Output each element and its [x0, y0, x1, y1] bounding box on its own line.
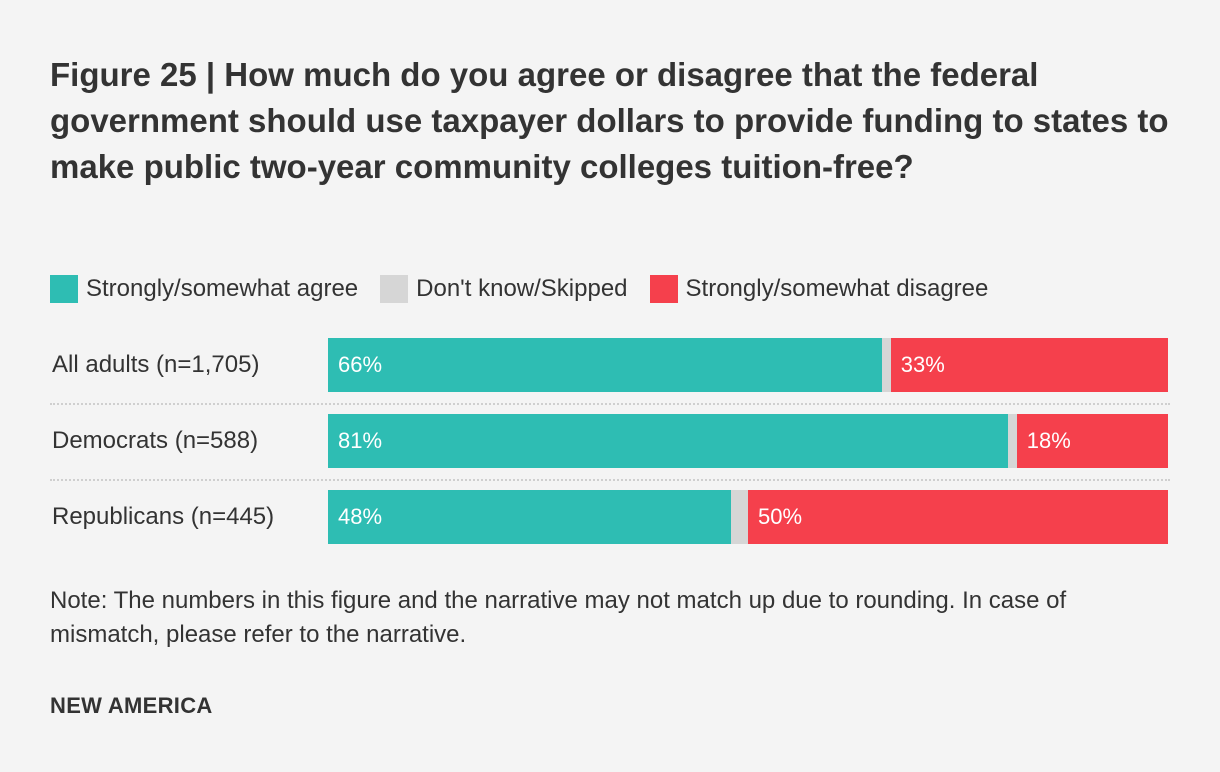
bar-segment-agree — [328, 338, 883, 392]
bar-track: 81% 18% — [328, 414, 1168, 468]
legend: Strongly/somewhat agree Don't know/Skipp… — [50, 275, 1010, 303]
chart-title: Figure 25 | How much do you agree or dis… — [50, 56, 1169, 185]
chart-note: Note: The numbers in this figure and the… — [50, 587, 1067, 648]
legend-label-agree: Strongly/somewhat agree — [86, 275, 359, 302]
category-label: Democrats (n=588) — [52, 427, 259, 454]
bar-track: 66% 33% — [328, 338, 1168, 392]
data-label-agree: 48% — [338, 504, 383, 529]
bar-segment-dont-know — [731, 490, 748, 544]
row-separator — [50, 403, 1170, 405]
legend-swatch-disagree — [649, 275, 678, 303]
stacked-bar-chart: All adults (n=1,705) 66% 33% Democrats (n=5… — [50, 320, 1170, 560]
bar-row: Democrats (n=588) 81% 18% — [50, 414, 1170, 490]
bar-row: All adults (n=1,705) 66% 33% — [50, 338, 1170, 414]
data-label-disagree: 18% — [1026, 428, 1071, 453]
legend-label-dont-know: Don't know/Skipped — [416, 275, 628, 302]
data-label-agree: 81% — [338, 428, 383, 453]
row-separator — [50, 479, 1170, 481]
legend-swatch-dont-know — [380, 275, 409, 303]
legend-item-disagree: Strongly/somewhat disagree — [649, 275, 989, 303]
data-label-agree: 66% — [338, 352, 383, 377]
legend-item-dont-know: Don't know/Skipped — [380, 275, 628, 303]
category-label: Republicans (n=445) — [52, 503, 275, 530]
data-label-disagree: 33% — [900, 352, 945, 377]
legend-label-disagree: Strongly/somewhat disagree — [685, 275, 989, 302]
legend-swatch-agree — [50, 275, 78, 303]
category-label: All adults (n=1,705) — [52, 351, 260, 378]
bar-segment-dont-know — [1008, 414, 1017, 468]
data-label-disagree: 50% — [758, 504, 803, 529]
bar-segment-disagree — [748, 490, 1168, 544]
legend-item-agree: Strongly/somewhat agree — [50, 275, 358, 303]
bar-segment-dont-know — [882, 338, 891, 392]
bar-segment-agree — [328, 490, 732, 544]
source-credit: NEW AMERICA — [50, 693, 213, 718]
bar-row: Republicans (n=445) 48% 50% — [50, 490, 1170, 566]
bar-segment-disagree — [890, 338, 1168, 392]
bar-segment-agree — [328, 414, 1009, 468]
bar-segment-disagree — [1016, 414, 1168, 468]
bar-track: 48% 50% — [328, 490, 1168, 544]
